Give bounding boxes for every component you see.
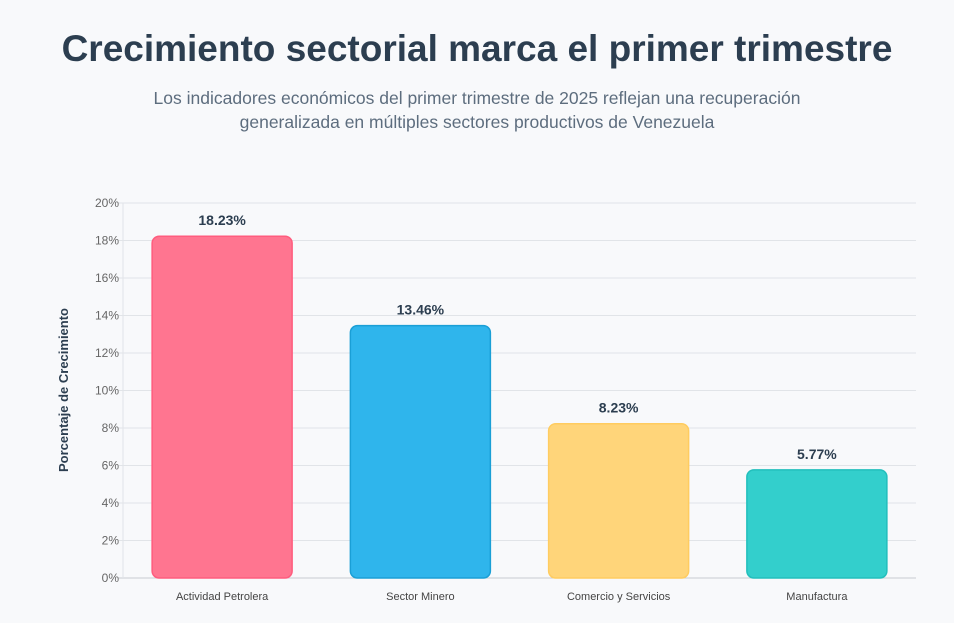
y-tick-label: 20%	[95, 196, 119, 210]
y-tick-label: 14%	[95, 309, 119, 323]
data-label: 13.46%	[397, 302, 445, 318]
y-tick-label: 12%	[95, 346, 119, 360]
page-title: Crecimiento sectorial marca el primer tr…	[61, 28, 893, 69]
y-tick-label: 18%	[95, 234, 119, 248]
y-tick-label: 2%	[102, 534, 120, 548]
bar	[349, 324, 492, 579]
y-tick-label: 6%	[102, 459, 120, 473]
y-tick-label: 8%	[102, 421, 120, 435]
x-tick-label: Comercio y Servicios	[567, 591, 671, 603]
x-tick-label: Manufactura	[786, 591, 848, 603]
bar	[151, 235, 293, 579]
y-axis-title: Porcentaje de Crecimiento	[56, 308, 71, 472]
y-tick-label: 4%	[102, 496, 120, 510]
bar	[547, 422, 690, 579]
y-tick-label: 0%	[102, 571, 120, 585]
y-tick-label: 16%	[95, 271, 119, 285]
data-label: 18.23%	[198, 212, 246, 228]
bar	[746, 469, 888, 579]
y-tick-label: 10%	[95, 384, 119, 398]
page-subtitle: Los indicadores económicos del primer tr…	[153, 88, 801, 132]
x-tick-label: Sector Minero	[386, 591, 454, 603]
data-label: 5.77%	[797, 446, 837, 462]
data-label: 8.23%	[599, 400, 639, 416]
x-tick-label: Actividad Petrolera	[176, 591, 269, 603]
